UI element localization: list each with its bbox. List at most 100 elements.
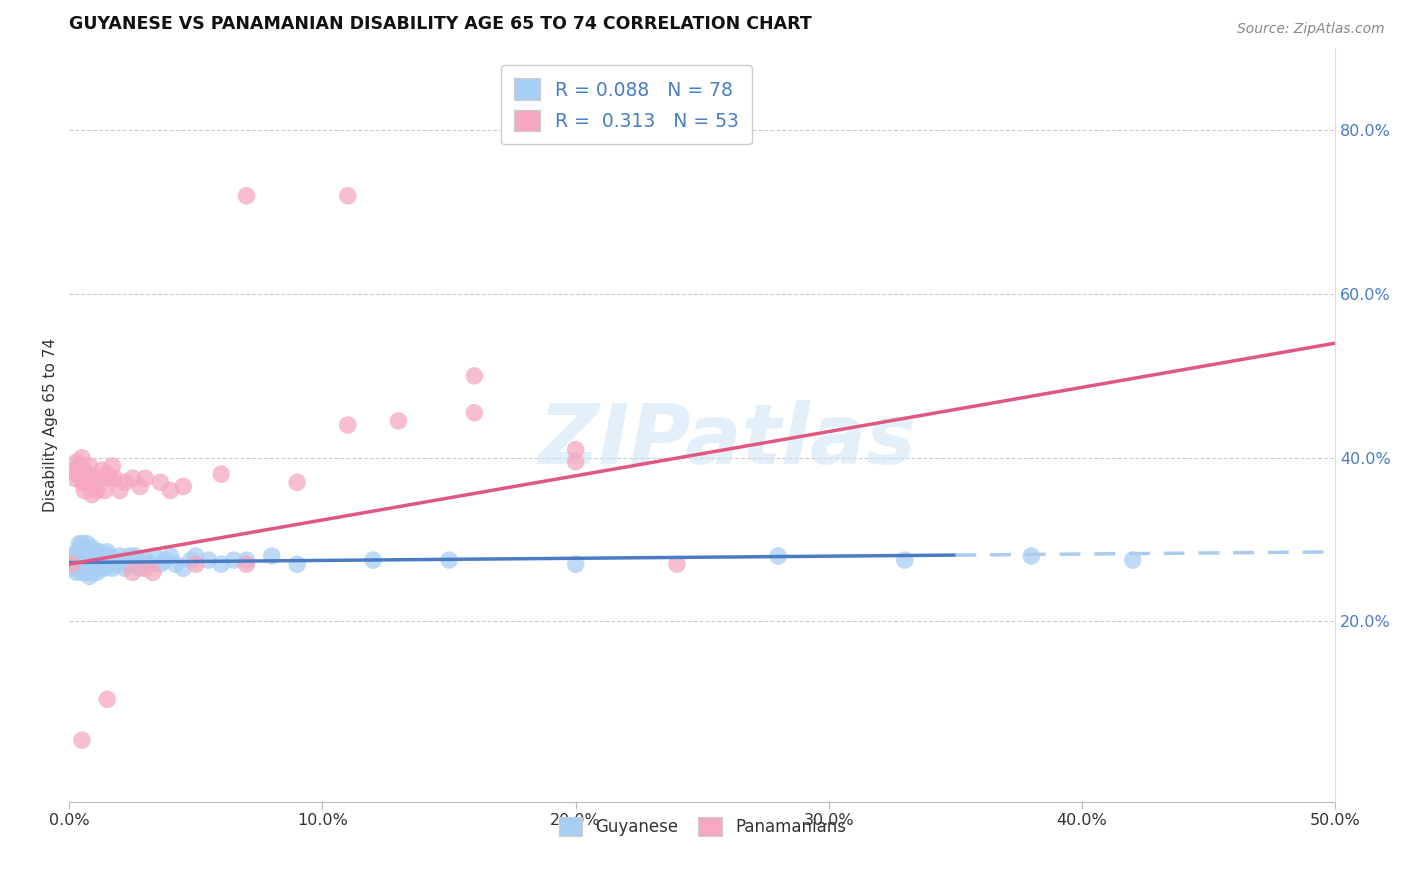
Point [66,566,89,580]
Point [67,467,90,482]
Point [63,471,86,485]
Point [67,549,90,563]
Point [70,549,93,563]
Point [83,545,105,559]
Point [67,537,90,551]
Point [98,553,121,567]
Point [142,566,165,580]
Point [73,463,96,477]
Point [104,553,127,567]
Point [235,189,257,203]
Point [118,549,141,563]
Point [121,557,143,571]
Point [76,467,98,482]
Point [73,553,96,567]
Point [361,553,384,567]
Point [129,479,152,493]
Point [665,557,688,571]
Point [83,561,105,575]
Point [155,553,177,567]
Point [209,467,232,482]
Point [159,483,181,498]
Point [63,463,86,477]
Point [105,557,128,571]
Point [79,557,101,571]
Point [86,566,108,580]
Point [96,467,118,482]
Point [70,475,93,490]
Point [235,553,257,567]
Point [76,549,98,563]
Point [437,553,460,567]
Point [66,553,89,567]
Point [93,561,115,575]
Point [101,458,124,473]
Point [134,471,156,485]
Point [165,557,187,571]
Point [63,557,86,571]
Point [1122,553,1144,567]
Point [104,471,127,485]
Point [121,471,143,485]
Point [108,549,131,563]
Point [209,557,232,571]
Point [86,549,108,563]
Legend: Guyanese, Panamanians: Guyanese, Panamanians [548,806,856,846]
Point [172,479,194,493]
Point [117,553,139,567]
Point [129,561,152,575]
Point [172,561,194,575]
Point [70,537,93,551]
Point [96,692,118,706]
Point [76,566,98,580]
Text: GUYANESE VS PANAMANIAN DISABILITY AGE 65 TO 74 CORRELATION CHART: GUYANESE VS PANAMANIAN DISABILITY AGE 65… [69,15,813,33]
Point [70,450,93,465]
Point [336,189,359,203]
Point [96,557,118,571]
Text: Source: ZipAtlas.com: Source: ZipAtlas.com [1237,22,1385,37]
Y-axis label: Disability Age 65 to 74: Disability Age 65 to 74 [44,338,58,512]
Point [89,471,111,485]
Point [67,458,90,473]
Point [76,475,98,490]
Point [108,483,131,498]
Point [91,549,114,563]
Point [285,475,308,490]
Point [76,557,98,571]
Point [197,553,219,567]
Point [766,549,789,563]
Point [222,553,245,567]
Point [121,566,143,580]
Point [83,553,105,567]
Point [463,406,485,420]
Point [80,471,103,485]
Point [564,442,586,457]
Point [98,471,121,485]
Point [894,553,917,567]
Point [564,557,586,571]
Point [70,557,93,571]
Point [387,414,409,428]
Point [89,545,111,559]
Point [60,561,83,575]
Point [86,557,108,571]
Point [184,549,207,563]
Point [127,553,149,567]
Point [143,549,166,563]
Point [91,463,114,477]
Point [260,549,283,563]
Point [83,479,105,493]
Point [149,475,172,490]
Point [134,553,156,567]
Point [285,557,308,571]
Point [70,566,93,580]
Point [180,553,202,567]
Point [336,417,359,432]
Point [80,541,103,555]
Point [80,487,103,501]
Point [564,455,586,469]
Point [73,561,96,575]
Point [80,553,103,567]
Point [60,557,83,571]
Point [79,458,101,473]
